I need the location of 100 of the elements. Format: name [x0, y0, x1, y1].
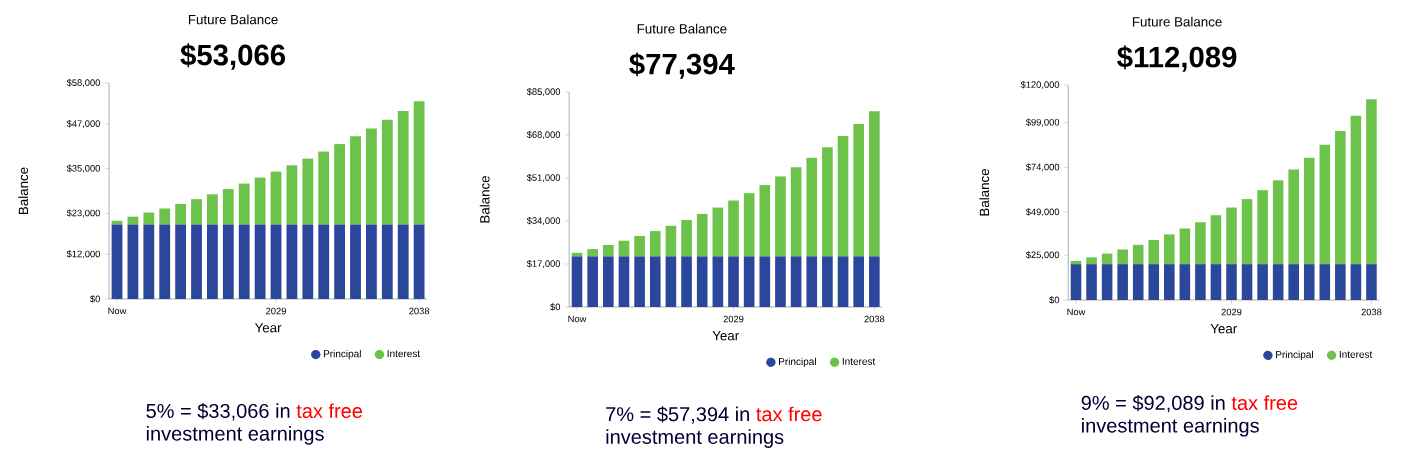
y-tick-label: $34,000: [526, 216, 561, 226]
bar: [254, 177, 266, 225]
bar: [869, 256, 880, 307]
bar: [318, 224, 330, 299]
y-axis-title: Balance: [479, 176, 490, 223]
bar: [1335, 264, 1346, 300]
bar: [1148, 264, 1160, 300]
y-tick-label: $0: [550, 303, 561, 311]
bar: [853, 124, 865, 257]
bar: [1164, 264, 1175, 300]
bar: [1226, 207, 1237, 265]
bar: [571, 256, 583, 307]
y-tick-label: $120,000: [1020, 80, 1060, 90]
bar: [1195, 264, 1206, 300]
chart-subtitle: $53,066: [180, 43, 286, 70]
bar: [1272, 264, 1284, 300]
y-tick-label: $47,000: [66, 119, 100, 129]
bar: [712, 207, 724, 257]
bar: [254, 224, 266, 299]
bar: [775, 256, 786, 307]
bar: [1195, 222, 1206, 265]
legend-label: Principal: [323, 349, 361, 360]
y-tick-label: $17,000: [526, 259, 561, 269]
bar: [238, 183, 250, 225]
bar: [743, 256, 755, 307]
bar: [1350, 115, 1362, 265]
bar: [334, 144, 346, 225]
bar: [159, 208, 171, 225]
bar: [665, 225, 677, 257]
bar: [1210, 215, 1222, 265]
bar: [413, 224, 425, 299]
text: investment earnings: [146, 426, 324, 445]
bar: [222, 224, 234, 299]
bar: [1117, 249, 1128, 265]
bar: [397, 110, 409, 225]
legend-label: Interest: [1339, 350, 1373, 358]
y-tick-label: $35,000: [66, 164, 100, 173]
bar: [1366, 99, 1377, 265]
bar: [837, 256, 849, 307]
text: tax free: [1231, 395, 1298, 410]
x-tick-label: 2038: [1361, 308, 1382, 316]
bar: [143, 212, 155, 225]
x-tick-label: 2029: [723, 315, 744, 323]
y-tick-label: $0: [1049, 296, 1060, 304]
y-tick-label: $12,000: [66, 250, 100, 259]
bar: [1101, 264, 1113, 300]
bar: [1350, 264, 1362, 300]
x-tick-label: Now: [108, 307, 127, 315]
bar: [270, 171, 282, 225]
legend-label: Principal: [1276, 350, 1313, 361]
bar: [790, 167, 802, 257]
bar: [602, 245, 614, 257]
x-axis-title: Year: [1210, 324, 1237, 334]
text: investment earnings: [1082, 417, 1259, 437]
bar: [696, 213, 708, 257]
bar: [728, 200, 739, 257]
bar: [1179, 228, 1191, 265]
x-tick-label: Now: [568, 315, 587, 323]
bar: [1319, 264, 1331, 300]
y-tick-label: $99,000: [1025, 118, 1060, 127]
chart-subtitle: $112,089: [1117, 45, 1237, 72]
y-tick-label: $23,000: [66, 209, 100, 218]
bar: [381, 119, 393, 225]
bar: [1257, 190, 1268, 265]
x-axis-title: Year: [254, 323, 282, 333]
bar: [207, 194, 218, 225]
bar: [806, 256, 818, 307]
bar: [334, 224, 346, 299]
y-axis-title: Balance: [979, 169, 990, 216]
bar: [1179, 264, 1191, 300]
bar: [806, 157, 818, 257]
bar: [1086, 257, 1097, 265]
text: investment earnings: [606, 429, 784, 448]
bar: [270, 224, 282, 299]
bar: [381, 224, 393, 299]
bar: [286, 165, 298, 225]
bar: [111, 220, 123, 225]
legend-label: Principal: [779, 357, 816, 368]
bar: [175, 224, 187, 299]
bar: [1335, 131, 1346, 265]
bar: [618, 240, 630, 257]
bar: [302, 224, 314, 299]
bar: [775, 176, 786, 257]
x-tick-label: Now: [1067, 308, 1086, 316]
bar: [191, 224, 202, 299]
bar: [681, 219, 692, 257]
bar: [634, 256, 645, 307]
bar: [1164, 234, 1175, 265]
bar: [634, 235, 645, 257]
bar: [696, 256, 708, 307]
bar: [1132, 244, 1144, 265]
chart-title: Future Balance: [637, 23, 727, 34]
x-tick-label: 2038: [409, 307, 430, 315]
y-tick-label: $74,000: [1025, 163, 1060, 172]
bar: [759, 256, 771, 307]
bar: [1303, 157, 1315, 265]
bar: [822, 256, 833, 307]
bar: [1366, 264, 1377, 300]
bar: [366, 224, 377, 299]
x-tick-label: 2038: [864, 315, 885, 323]
